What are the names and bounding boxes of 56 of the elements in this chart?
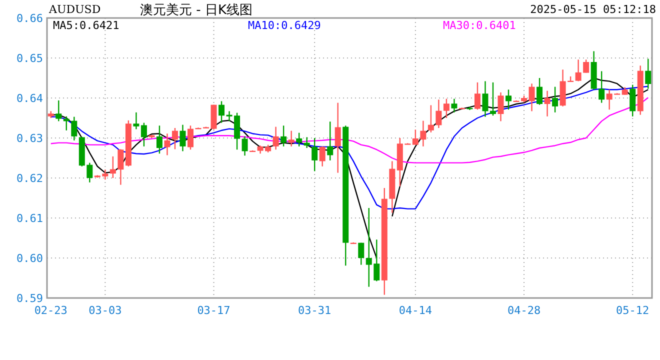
y-tick-label: 0.62 [16,172,43,185]
candlestick [498,92,504,122]
candlestick [327,121,334,161]
x-tick-label: 02-23 [34,304,68,317]
candlestick [544,90,550,117]
candlestick [296,132,302,147]
candlestick [180,124,186,152]
chart-subtitle: AUDUSD [48,3,101,16]
candlestick [490,82,496,116]
candlestick [443,98,450,119]
candlestick [71,116,78,141]
candlestick [474,82,480,110]
candlestick [552,86,558,113]
candlestick [272,126,279,150]
candlestick [428,104,434,133]
candlestick [56,100,62,122]
candlestick [358,242,364,266]
candlestick [156,125,162,154]
candlestick [451,98,458,113]
y-tick-label: 0.63 [16,132,43,145]
candlestick [312,137,318,172]
candlestick [528,83,535,112]
y-tick-label: 0.66 [16,12,43,25]
x-tick-label: 05-12 [616,304,650,317]
candlestick [288,130,294,147]
x-tick-label: 04-14 [398,304,432,317]
x-tick-label: 03-17 [197,304,230,317]
text: 2025-05-15 05:12:18 [530,3,656,16]
x-tick-label: 03-31 [298,304,332,317]
legend: MA5:0.6421 MA10:0.6429 MA30:0.6401 [53,19,516,32]
candlestick [598,70,605,104]
candlestick [164,133,170,156]
candlestick [304,136,310,149]
candlestick [436,99,442,129]
chart-title: 澳元美元 - 日K线图 [140,2,252,18]
candlestick [133,112,140,130]
y-tick-label: 0.60 [16,252,43,265]
candlestick [630,84,636,117]
candlestick [334,102,341,174]
y-tick-label: 0.61 [16,212,43,225]
y-tick-label: 0.59 [16,292,43,305]
candlestick [482,80,488,118]
candlestick [536,77,543,106]
candlestick [187,125,194,150]
candlestick [242,136,248,156]
candlestick [506,89,512,110]
y-tick-label: 0.64 [16,92,44,105]
x-tick-label: 04-28 [507,304,541,317]
candlestick [280,125,287,147]
candlestick [172,127,178,150]
candlestick [140,122,147,147]
x-tick-label: 03-03 [88,304,122,317]
candlestick [319,146,326,167]
y-tick-label: 0.65 [16,52,43,65]
candlestick [645,58,652,90]
candlestick [218,100,225,124]
